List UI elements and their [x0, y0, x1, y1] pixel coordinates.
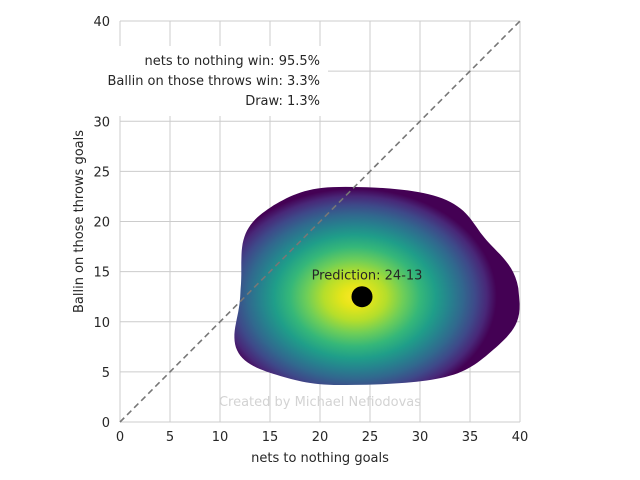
probability-label: Ballin on those throws win: 3.3% [107, 74, 320, 89]
y-tick-label: 10 [93, 316, 110, 331]
x-axis-label: nets to nothing goals [251, 451, 389, 466]
y-axis-label: Ballin on those throws goals [72, 130, 87, 313]
y-tick-label: 5 [102, 366, 110, 381]
prediction-label: Prediction: 24-13 [312, 269, 423, 284]
y-tick-label: 15 [93, 266, 110, 281]
y-tick-label: 0 [102, 416, 110, 431]
y-tick-label: 30 [93, 115, 110, 130]
y-tick-label: 40 [93, 15, 110, 30]
x-tick-label: 25 [362, 430, 379, 445]
prediction-marker [351, 286, 373, 308]
density-contour [234, 186, 520, 385]
x-tick-label: 5 [166, 430, 174, 445]
probability-box: nets to nothing win: 95.5% Ballin on thos… [86, 46, 328, 116]
y-tick-label: 20 [93, 216, 110, 231]
diagonal-reference-line [119, 20, 521, 423]
x-tick-label: 10 [212, 430, 229, 445]
x-tick-label: 0 [116, 430, 124, 445]
probability-label: Draw: 1.3% [245, 94, 320, 109]
x-tick-label: 35 [462, 430, 479, 445]
x-tick-label: 15 [262, 430, 279, 445]
x-tick-label: 30 [412, 430, 429, 445]
x-tick-label: 40 [512, 430, 529, 445]
probability-label: nets to nothing win: 95.5% [145, 54, 320, 69]
y-tick-label: 25 [93, 165, 110, 180]
probability-box-background [86, 46, 328, 116]
watermark-text: Created by Michael Nefiodovas [219, 395, 421, 410]
x-tick-label: 20 [312, 430, 329, 445]
